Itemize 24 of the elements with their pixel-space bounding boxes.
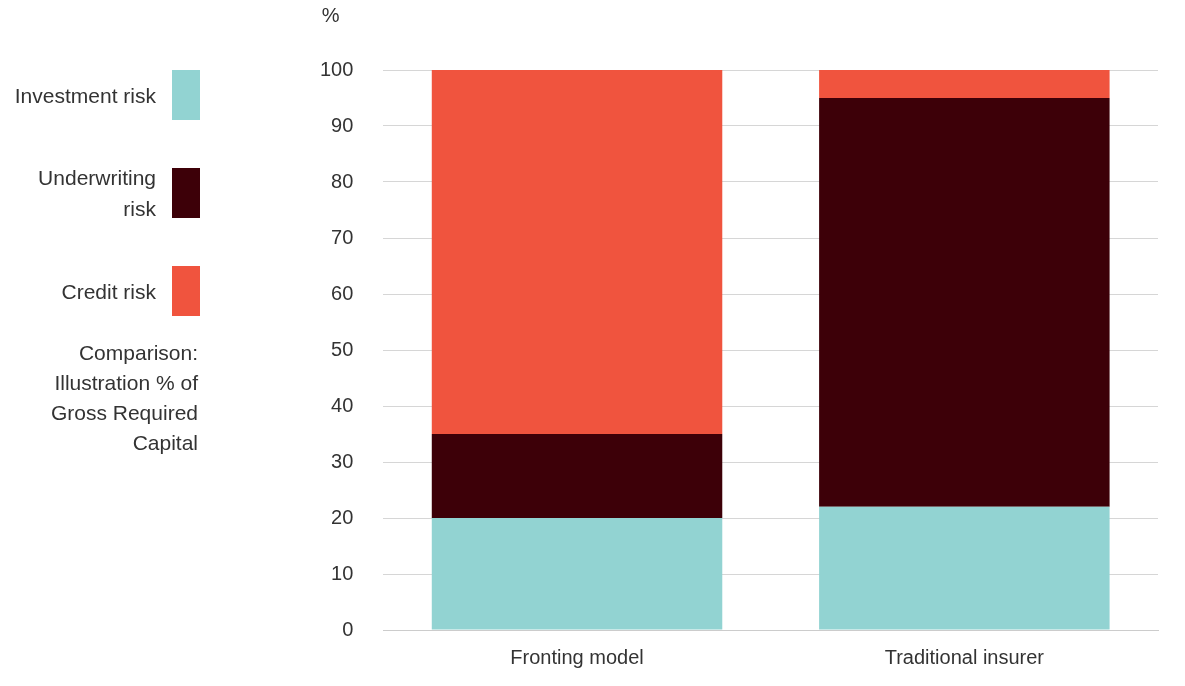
- legend-label: Underwriting risk: [37, 165, 156, 222]
- y-axis-title: %: [321, 3, 340, 26]
- legend-label: Credit risk: [61, 278, 156, 305]
- legend-label: Investment risk: [14, 82, 156, 109]
- x-tick-label: Fronting model: [510, 645, 644, 668]
- y-tick-label: 10: [331, 561, 354, 584]
- y-tick-label: 50: [331, 337, 354, 360]
- y-tick-label: 20: [331, 505, 354, 528]
- text: Comparison: Illustration % of Gross Required Capital: [49, 340, 198, 456]
- bar: [431, 70, 723, 434]
- y-tick-label: 30: [331, 449, 354, 472]
- bar: [819, 506, 1110, 630]
- bar: [431, 518, 723, 630]
- y-tick-label: 60: [331, 281, 354, 304]
- y-tick-label: 0: [342, 617, 354, 640]
- y-tick-label: 80: [331, 169, 354, 192]
- y-tick-label: 100: [319, 57, 354, 80]
- bar: [819, 98, 1110, 507]
- x-tick-label: Traditional insurer: [884, 645, 1045, 668]
- y-tick-label: 90: [331, 113, 354, 136]
- y-tick-label: 40: [331, 393, 354, 416]
- bar: [431, 434, 723, 518]
- bar: [819, 70, 1110, 98]
- y-tick-label: 70: [331, 225, 354, 248]
